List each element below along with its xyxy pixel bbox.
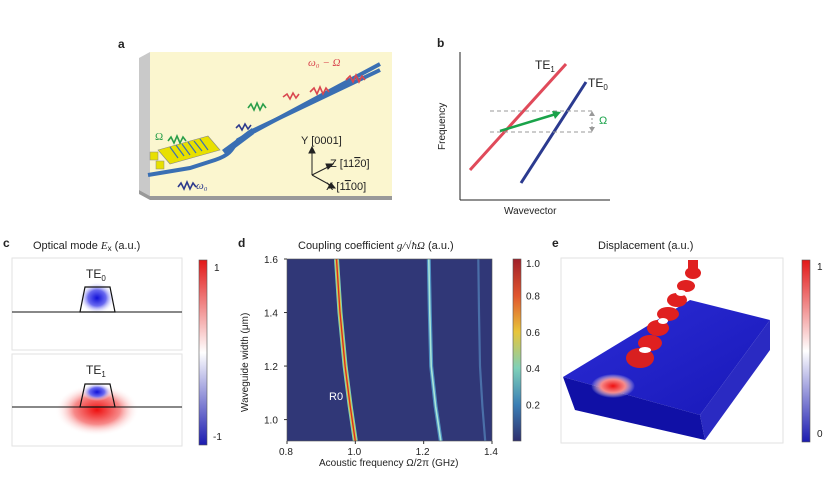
d-colorbar-ticks: 1.0 0.8 0.6 0.4 0.2: [526, 259, 540, 412]
d-cbar-tick-label: 0.2: [526, 401, 540, 412]
panel-label-c: c: [3, 236, 10, 250]
d-xtick-label: 1.0: [347, 447, 361, 458]
d-ytick-label: 1.6: [264, 255, 278, 266]
b-ylabel: Frequency: [437, 103, 448, 150]
panel-label-a: a: [118, 37, 125, 51]
d-xlabel: Acoustic frequency Ω/2π (GHz): [319, 458, 458, 469]
transition-arrow: [499, 112, 557, 133]
transition-arrowhead: [552, 111, 561, 119]
d-ytick-label: 1.2: [264, 362, 278, 373]
wave-navy-input: [177, 179, 197, 191]
axis-x-label: X [1100]: [326, 181, 366, 193]
d-xtick-label: 0.8: [279, 447, 293, 458]
wave-green-idt: [167, 133, 187, 145]
d-yticks: 1.6 1.4 1.2 1.0: [264, 255, 287, 427]
e-side-face: [700, 320, 770, 440]
c-title: Optical mode Ex (a.u.): [33, 240, 140, 253]
b-xlabel: Wavevector: [504, 206, 557, 217]
e-colorbar: [801, 259, 811, 443]
d-modes: [334, 258, 487, 442]
te1-title: TE1: [86, 363, 106, 379]
panel-label-e: e: [552, 236, 559, 250]
panel-a: a ω₀ − Ω Ω ω: [118, 37, 392, 200]
d-plot-area: [287, 259, 492, 441]
crystal-axes: [308, 145, 337, 189]
d-xtick-label: 1.4: [484, 447, 498, 458]
mode-line-mode3: [477, 258, 487, 442]
wave-red-top: [309, 84, 330, 96]
d-colorbar: [512, 258, 522, 442]
omega-label: Ω: [599, 115, 607, 127]
mode-line-R0-core2: [335, 258, 356, 442]
d-title: Coupling coefficient g/√ħΩ (a.u.): [298, 240, 454, 252]
te0-title: TE0: [86, 267, 106, 283]
e-cbar-max: 1: [817, 262, 823, 273]
label-omega0: ω₀: [196, 180, 208, 192]
te1-label: TE1: [535, 58, 555, 74]
r0-label: R0: [329, 391, 343, 403]
panel-c: c Optical mode Ex (a.u.) TE0 TE1 1 -1: [3, 236, 222, 447]
c-cbar-max: 1: [214, 263, 220, 274]
chip-bottom: [139, 190, 392, 200]
e-title: Displacement (a.u.): [598, 240, 693, 252]
d-ylabel: Waveguide width (μm): [240, 313, 251, 412]
wave-navy-mid: [235, 122, 252, 132]
d-cbar-tick-label: 1.0: [526, 259, 540, 270]
c-cbar-min: -1: [213, 432, 222, 443]
panel-label-b: b: [437, 36, 444, 50]
d-plot-frame: [286, 258, 493, 442]
te1-field-lobe-blue: [82, 383, 112, 401]
idt: [149, 135, 221, 170]
d-xticks: 0.8 1.0 1.2 1.4: [279, 441, 498, 458]
omega-bracket-bottom: [589, 127, 595, 132]
d-cbar-tick-label: 0.4: [526, 364, 540, 375]
axis-z-label: Z [1120]: [330, 158, 370, 170]
panel-label-d: d: [238, 236, 245, 250]
omega-bracket-top: [589, 111, 595, 116]
mode-line-mode2-core1: [428, 258, 442, 442]
te1-field-lobe-red: [55, 384, 139, 436]
label-omega-diff: ω₀ − Ω: [308, 57, 341, 69]
d-cbar-tick-label: 0.6: [526, 328, 540, 339]
wave-red-mid: [282, 91, 300, 101]
te1-dispersion-line: [468, 62, 568, 172]
taper: [222, 128, 254, 155]
e-displacement-ridge: [591, 260, 701, 398]
panel-d: d Coupling coefficient g/√ħΩ (a.u.) 1.61…: [238, 236, 540, 469]
wave-green-mid: [247, 100, 267, 112]
wave-red-top-2: [345, 72, 366, 84]
panel-b: b Frequency Wavevector Ω TE1 TE0: [437, 36, 610, 217]
d-xtick-label: 1.2: [416, 447, 430, 458]
e-cbar-min: 0: [817, 429, 823, 440]
c-colorbar: [198, 259, 208, 446]
te0-field: [79, 282, 115, 314]
axis-y-label: Y [0001]: [301, 135, 342, 147]
d-ytick-label: 1.0: [264, 416, 278, 427]
d-cbar-tick-label: 0.8: [526, 291, 540, 302]
d-ytick-label: 1.4: [264, 309, 278, 320]
label-omega: Ω: [155, 131, 163, 143]
te0-label: TE0: [588, 76, 608, 92]
panel-e: e Displacement (a.u.) 1 0: [552, 236, 823, 444]
